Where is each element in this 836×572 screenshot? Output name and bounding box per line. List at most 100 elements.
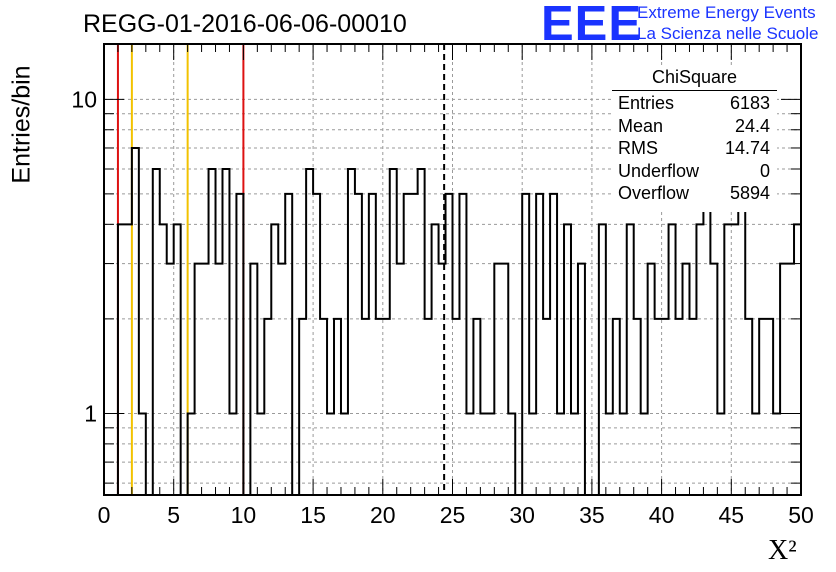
histogram-bin	[508, 413, 515, 495]
histogram-bin	[529, 413, 536, 495]
stat-row-mean: Mean 24.4	[618, 116, 770, 138]
histogram-bin	[724, 224, 731, 495]
histogram-bin	[160, 224, 167, 495]
histogram-bin	[334, 319, 341, 495]
histogram-bin	[473, 319, 480, 495]
histogram-bin	[167, 264, 174, 495]
histogram-bin	[446, 194, 453, 495]
histogram-bin	[627, 224, 634, 495]
histogram-bin	[341, 413, 348, 495]
histogram-bin	[285, 194, 292, 495]
logo-line-1: Extreme Energy Events	[637, 3, 816, 22]
histogram-bin	[773, 413, 780, 495]
histogram-bin	[209, 169, 216, 495]
stat-label: Overflow	[618, 183, 690, 203]
histogram-bin	[717, 413, 724, 495]
y-tick-label: 10	[71, 86, 97, 112]
x-axis-label: X²	[768, 535, 797, 566]
histogram-bin	[132, 148, 139, 495]
x-tick-label: 35	[579, 502, 605, 528]
histogram-bin	[264, 319, 271, 495]
histogram-bin	[487, 413, 494, 495]
histogram-bin	[306, 169, 313, 495]
histogram-bin	[250, 264, 257, 495]
histogram-bin	[655, 319, 662, 495]
histogram-bin	[710, 264, 717, 495]
x-tick-label: 5	[167, 502, 180, 528]
stat-label: Mean	[618, 116, 664, 136]
logo-line-2: La Scienza nelle Scuole	[637, 24, 819, 43]
histogram-bin	[355, 194, 362, 495]
histogram-bin	[404, 194, 411, 495]
histogram-bin	[780, 264, 787, 495]
stat-label: Entries	[618, 93, 675, 113]
stat-box-title: ChiSquare	[651, 67, 738, 87]
histogram-layer	[104, 146, 802, 496]
stat-value: 14.74	[724, 138, 770, 158]
stat-row-rms: RMS 14.74	[618, 138, 770, 160]
histogram-bin	[216, 264, 223, 495]
histogram-bin	[271, 224, 278, 495]
histogram-bin	[787, 264, 794, 495]
histogram-bin	[348, 169, 355, 495]
stat-row-underflow: Underflow 0	[618, 161, 770, 183]
histogram-bin	[662, 319, 669, 495]
histogram-bin	[669, 224, 676, 495]
histogram-outline	[104, 146, 802, 496]
histogram-bin	[522, 194, 529, 495]
histogram-bin	[202, 264, 209, 495]
histogram-bin	[648, 264, 655, 495]
x-tick-label: 0	[98, 502, 111, 528]
stat-row-entries: Entries 6183	[618, 93, 770, 115]
histogram-bin	[536, 194, 543, 495]
histogram-bin	[634, 319, 641, 495]
histogram-bin	[689, 319, 696, 495]
histogram-bin	[550, 194, 557, 495]
histogram-bin	[439, 264, 446, 495]
x-tick-label: 15	[300, 502, 326, 528]
histogram-bin	[236, 194, 243, 495]
stat-value: 6183	[729, 93, 770, 113]
histogram-bin	[620, 413, 627, 495]
histogram-bin	[278, 264, 285, 495]
histogram-bin	[557, 413, 564, 495]
stat-value: 0	[759, 161, 770, 181]
x-tick-label: 20	[370, 502, 396, 528]
eee-logo: EEE	[541, 0, 643, 51]
histogram-bin	[125, 224, 132, 495]
histogram-bin	[299, 319, 306, 495]
stat-label: RMS	[618, 138, 658, 158]
histogram-bin	[696, 224, 703, 495]
histogram-bin	[174, 224, 181, 495]
histogram-bin	[571, 413, 578, 495]
histogram-bin	[153, 169, 160, 495]
histogram-bin	[459, 194, 466, 495]
stat-label: Underflow	[618, 161, 700, 181]
histogram-bin	[599, 224, 606, 495]
histogram-bin	[327, 413, 334, 495]
histogram-bin	[578, 264, 585, 495]
histogram-bin	[501, 264, 508, 495]
histogram-bin	[418, 169, 425, 495]
histogram-bin	[494, 264, 501, 495]
histogram-bin	[480, 413, 487, 495]
histogram-bin	[362, 319, 369, 495]
x-tick-label: 40	[649, 502, 675, 528]
histogram-bin	[425, 319, 432, 495]
stat-value: 24.4	[734, 116, 770, 136]
histogram-bin	[683, 264, 690, 495]
histogram-bin	[390, 169, 397, 495]
histogram-bin	[320, 319, 327, 495]
histogram-bin	[543, 319, 550, 495]
histogram-bin	[118, 224, 125, 495]
y-tick-label: 1	[84, 400, 97, 426]
histogram-bin	[257, 413, 264, 495]
y-axis-label: Entries/bin	[7, 65, 36, 184]
histogram-bin	[564, 224, 571, 495]
histogram-bin	[453, 319, 460, 495]
x-tick-label: 30	[509, 502, 535, 528]
histogram-bin	[383, 319, 390, 495]
histogram-bin	[376, 319, 383, 495]
